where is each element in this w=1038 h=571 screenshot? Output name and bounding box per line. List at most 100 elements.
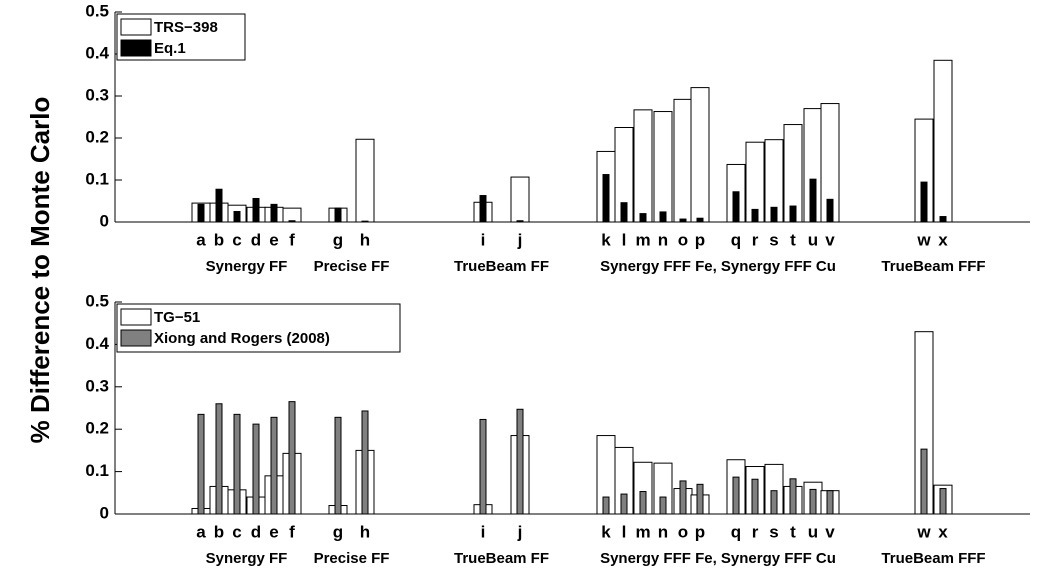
y-tick-label: 0 [100,211,109,230]
bar [789,478,797,515]
bar [653,111,673,223]
group-label: TrueBeam FFF [881,258,985,275]
legend-swatch [120,18,152,36]
bar [679,218,687,223]
x-tick-label: h [360,522,370,541]
bar [197,203,205,223]
x-tick-label: v [825,522,835,541]
x-tick-label: t [790,230,796,249]
x-tick-label: g [333,522,343,541]
bar [633,109,653,223]
y-tick-label: 0.5 [85,1,109,20]
y-tick-label: 0.3 [85,85,109,104]
bar [920,181,928,223]
bar [659,211,667,223]
bar [355,138,375,223]
bar [939,488,947,515]
x-tick-label: u [808,230,818,249]
group-label: Synergy FFF Fe, Synergy FFF Cu [600,550,836,567]
bar [826,198,834,223]
bar [732,476,740,515]
x-tick-label: o [678,230,688,249]
bar [197,413,205,515]
x-tick-label: o [678,522,688,541]
x-tick-label: i [481,230,486,249]
x-tick-label: x [938,522,948,541]
x-tick-label: f [289,230,295,249]
x-tick-label: n [658,230,668,249]
x-tick-label: a [196,230,206,249]
y-tick-label: 0.5 [85,291,109,310]
x-tick-label: u [808,522,818,541]
bar [233,413,241,515]
legend-swatch [120,39,152,57]
x-tick-label: m [635,230,650,249]
y-tick-label: 0.2 [85,127,109,146]
x-tick-label: g [333,230,343,249]
bar [334,207,342,223]
x-tick-label: n [658,522,668,541]
bar [933,59,953,223]
bar [659,496,667,515]
bar [479,418,487,515]
bar [620,202,628,223]
x-tick-label: x [938,230,948,249]
x-tick-label: e [269,522,278,541]
x-tick-label: l [622,230,627,249]
x-tick-label: j [517,230,523,249]
y-tick-label: 0.3 [85,376,109,395]
group-label: TrueBeam FFF [881,550,985,567]
x-tick-label: l [622,522,627,541]
legend-box [116,303,401,353]
group-label: Synergy FF [206,550,288,567]
x-tick-label: f [289,522,295,541]
bar [639,491,647,515]
bar [751,208,759,223]
group-label: TrueBeam FF [454,258,549,275]
x-tick-label: e [269,230,278,249]
bar [620,493,628,515]
bar [639,213,647,223]
group-label: Precise FF [314,550,390,567]
bar [673,98,693,223]
x-tick-label: m [635,522,650,541]
legend-label: TRS−398 [154,19,218,36]
x-tick-label: w [916,522,931,541]
y-tick-label: 0.2 [85,419,109,438]
legend-label: Xiong and Rogers (2008) [154,330,330,347]
bar [270,416,278,515]
legend-label: Eq.1 [154,40,186,57]
y-axis-label: % Difference to Monte Carlo [25,97,55,444]
x-tick-label: s [769,230,778,249]
y-tick-label: 0.4 [85,43,109,62]
bar [920,448,928,515]
y-tick-label: 0.1 [85,169,109,188]
legend-swatch [120,308,152,326]
x-tick-label: a [196,522,206,541]
bar [939,216,947,223]
bar [215,188,223,223]
bar [510,176,530,223]
x-tick-label: r [752,522,759,541]
x-tick-label: k [601,522,611,541]
bar [826,490,834,515]
bar [233,211,241,223]
x-tick-label: q [731,230,741,249]
legend-label: TG−51 [154,309,200,326]
bar [732,191,740,223]
bar [288,220,296,223]
x-tick-label: s [769,522,778,541]
y-tick-label: 0.4 [85,334,109,353]
x-tick-label: i [481,522,486,541]
x-tick-label: j [517,522,523,541]
legend-swatch [120,329,152,347]
bar [215,403,223,515]
bar [361,410,369,515]
x-tick-label: d [251,230,261,249]
x-tick-label: w [916,230,931,249]
x-tick-label: k [601,230,611,249]
bar [770,206,778,223]
x-tick-label: q [731,522,741,541]
x-tick-label: b [214,230,224,249]
bar [479,195,487,223]
